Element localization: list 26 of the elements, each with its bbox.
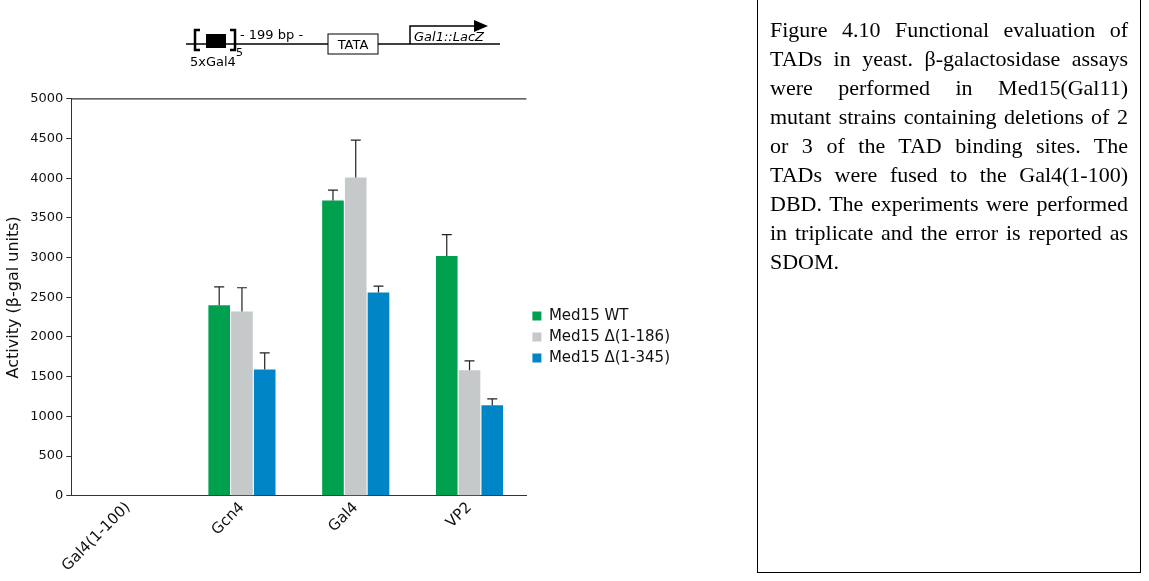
y-tick-label: 4000 [30, 169, 64, 185]
y-tick-label: 500 [38, 447, 64, 463]
bar [367, 292, 390, 496]
y-tick-label: 1000 [30, 407, 64, 423]
bar [344, 177, 367, 496]
y-tick-label: 0 [55, 487, 64, 503]
legend-label: Med15 WT [548, 305, 630, 324]
y-tick-label: 4500 [30, 129, 64, 145]
text: Figure 4.10 Functional evaluation of TADs in yeast. β-galactosidase assays were performed in Med15(Gal11) mutant strains containing deletions of 2 or 3 of the TAD binding sites. The TADs were fused to the Gal4(1-100) DBD. The experiments were performed in triplicate and the error is reported as SDOM. [770, 17, 1128, 274]
bar [253, 369, 276, 496]
y-tick-label: 3500 [30, 209, 64, 225]
y-tick-label: 2000 [30, 328, 64, 344]
x-tick-label: VP2 [441, 497, 476, 532]
bar [208, 305, 231, 496]
bar [435, 256, 458, 496]
y-tick-label: 5000 [30, 90, 64, 106]
y-tick-label: 3000 [30, 248, 64, 264]
y-tick-label: 1500 [30, 368, 64, 384]
bar [231, 311, 253, 496]
bar [322, 200, 344, 496]
legend-label: Med15 Δ(1-186) [548, 326, 671, 345]
y-tick-label: 2500 [30, 288, 64, 304]
y-axis-title: Activity (β-gal units) [2, 216, 22, 379]
bar [481, 405, 504, 496]
legend-label: Med15 Δ(1-345) [548, 347, 671, 366]
bar [458, 370, 481, 496]
